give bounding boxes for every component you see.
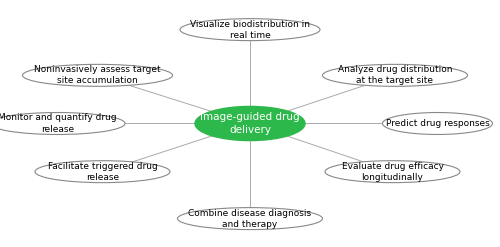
Ellipse shape: [322, 64, 468, 86]
Text: Analyze drug distribution
at the target site: Analyze drug distribution at the target …: [338, 65, 452, 85]
Ellipse shape: [0, 113, 125, 134]
Ellipse shape: [35, 161, 170, 183]
Text: Monitor and quantify drug
release: Monitor and quantify drug release: [0, 113, 117, 134]
Text: Predict drug responses: Predict drug responses: [386, 119, 490, 128]
Ellipse shape: [382, 113, 492, 134]
Text: Facilitate triggered drug
release: Facilitate triggered drug release: [48, 162, 158, 182]
Text: Noninvasively assess target
site accumulation: Noninvasively assess target site accumul…: [34, 65, 161, 85]
Ellipse shape: [325, 161, 460, 183]
Text: Evaluate drug efficacy
longitudinally: Evaluate drug efficacy longitudinally: [342, 162, 444, 182]
Ellipse shape: [195, 106, 305, 141]
Ellipse shape: [178, 208, 322, 229]
Ellipse shape: [22, 64, 172, 86]
Text: Image-guided drug
delivery: Image-guided drug delivery: [200, 112, 300, 135]
Text: Visualize biodistribution in
real time: Visualize biodistribution in real time: [190, 20, 310, 40]
Ellipse shape: [180, 19, 320, 41]
Text: Combine disease diagnosis
and therapy: Combine disease diagnosis and therapy: [188, 208, 312, 229]
